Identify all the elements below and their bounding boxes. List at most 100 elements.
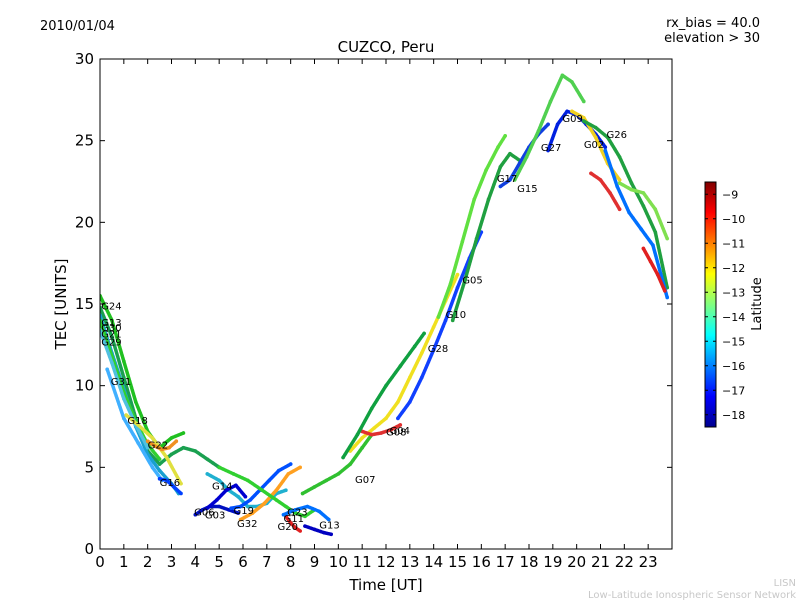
data-point: [110, 361, 114, 365]
track-line: [303, 524, 333, 537]
satellite-track: [157, 476, 183, 496]
satellite-track: [303, 524, 333, 537]
data-point: [327, 517, 331, 522]
data-point: [384, 416, 388, 421]
satellite-track: [145, 439, 179, 452]
data-point: [214, 498, 219, 502]
data-point: [110, 334, 114, 339]
data-point: [238, 517, 243, 522]
satellite-label: G24: [101, 302, 121, 313]
data-point: [276, 468, 281, 473]
data-point: [312, 485, 317, 489]
data-point: [422, 331, 426, 336]
satellite-label: G26: [606, 130, 626, 141]
data-point: [122, 359, 126, 363]
data-point: [205, 506, 210, 510]
data-point: [450, 318, 455, 323]
y-axis: 0 5 10 15 20 25 30: [75, 50, 672, 558]
data-point: [653, 207, 658, 212]
x-tick-label: 23: [639, 553, 658, 571]
data-point: [508, 151, 512, 156]
x-tick-label: 10: [329, 553, 348, 571]
data-point: [639, 227, 643, 231]
data-point: [517, 161, 522, 166]
data-point: [448, 282, 453, 287]
satellite-label: G23: [287, 507, 307, 518]
x-tick-label: 8: [286, 553, 296, 571]
satellite-track: [603, 148, 670, 300]
data-point: [317, 509, 322, 514]
data-point: [217, 478, 221, 483]
data-point: [603, 148, 608, 153]
data-point: [150, 465, 155, 470]
data-point: [388, 427, 393, 432]
data-point: [548, 99, 553, 104]
data-point: [570, 109, 574, 114]
track-line: [396, 230, 484, 421]
colorbar-tick-label: −15: [722, 335, 745, 348]
data-point: [122, 416, 126, 421]
data-point: [262, 501, 267, 506]
data-point: [181, 445, 186, 450]
data-point: [348, 462, 353, 466]
data-point: [110, 318, 114, 323]
data-point: [486, 197, 491, 202]
data-point: [560, 73, 565, 78]
x-axis: 0 1 2 3 4 5 6 7 8 9 10 11 12 13 14 15 16 17 18 19 20 21 22 23: [95, 59, 658, 571]
data-point: [179, 481, 183, 486]
data-point: [431, 347, 436, 352]
satellite-track: [124, 413, 183, 486]
satellite-label: G22: [148, 440, 168, 451]
data-point: [243, 494, 248, 499]
data-point: [303, 514, 307, 519]
satellite-label: G07: [355, 475, 375, 486]
data-point: [217, 465, 221, 470]
data-point: [398, 423, 403, 427]
data-point: [248, 498, 252, 502]
data-point: [157, 468, 162, 473]
y-tick-label: 30: [75, 50, 94, 68]
data-point: [369, 432, 374, 437]
data-point: [234, 483, 238, 488]
data-point: [360, 436, 364, 440]
x-tick-label: 21: [591, 553, 610, 571]
x-tick-label: 6: [238, 553, 248, 571]
footer-network-short: LISN: [774, 578, 796, 589]
x-tick-label: 5: [214, 553, 224, 571]
colorbar-tick-label: −9: [722, 188, 738, 201]
track-line: [582, 119, 669, 290]
data-point: [288, 521, 293, 525]
x-tick-label: 0: [95, 553, 105, 571]
track-line: [284, 514, 302, 533]
elevation-label: elevation > 30: [664, 31, 760, 46]
data-point: [605, 135, 610, 140]
data-point: [157, 457, 162, 461]
data-point: [617, 178, 622, 182]
data-point: [455, 285, 460, 290]
data-point: [164, 455, 169, 460]
satellite-track: [284, 514, 303, 533]
data-point: [324, 478, 329, 483]
satellite-label: G32: [237, 519, 257, 530]
satellite-label: G11: [284, 514, 304, 525]
x-tick-label: 2: [143, 553, 153, 571]
data-point: [663, 289, 667, 293]
data-point: [598, 178, 603, 182]
data-point: [250, 511, 255, 515]
data-point: [200, 508, 205, 512]
data-point: [136, 423, 140, 427]
data-point: [629, 187, 634, 192]
data-point: [124, 413, 129, 417]
data-point: [231, 472, 236, 476]
colorbar-tick-label: −11: [722, 237, 745, 250]
data-point: [398, 364, 403, 368]
data-point: [408, 375, 412, 380]
data-point: [169, 436, 174, 440]
data-point: [617, 155, 622, 159]
x-axis-label: Time [UT]: [348, 576, 422, 594]
data-point: [484, 168, 488, 172]
data-point: [396, 416, 400, 421]
satellite-label: G04: [390, 426, 410, 437]
data-point: [169, 452, 174, 457]
